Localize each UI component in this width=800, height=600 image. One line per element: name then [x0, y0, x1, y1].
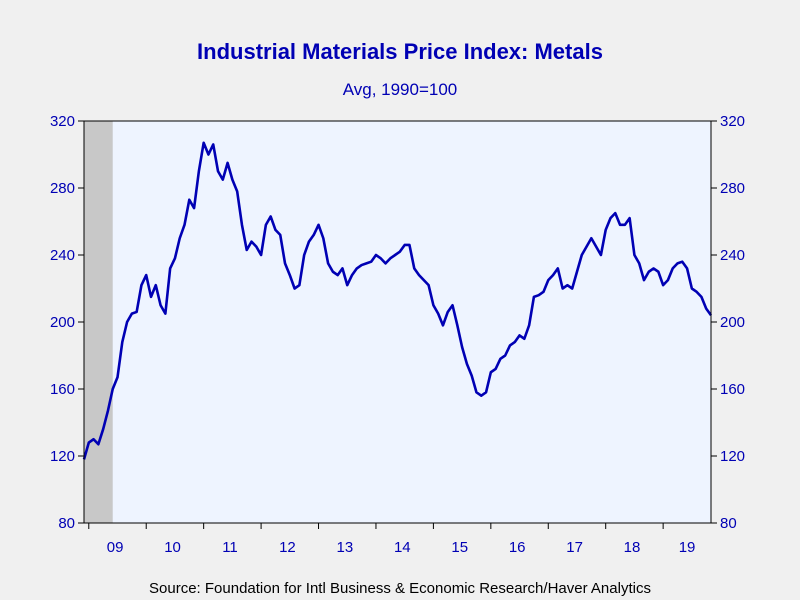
y-tick-label-right: 160 — [720, 381, 745, 398]
x-tick-label: 10 — [164, 539, 181, 556]
recession-shading — [84, 121, 113, 523]
y-tick-label-left: 320 — [50, 113, 75, 130]
plot-frame — [83, 120, 712, 524]
x-tick-label: 11 — [222, 539, 238, 556]
y-tick-label-right: 240 — [720, 247, 745, 264]
y-tick-label-left: 160 — [50, 381, 75, 398]
y-tick-label-right: 280 — [720, 180, 745, 197]
y-axis-left: 80 120 160 200 240 280 320 — [50, 113, 84, 532]
y-tick-label-right: 200 — [720, 314, 745, 331]
x-tick-label: 15 — [451, 539, 468, 556]
x-tick-label: 14 — [394, 539, 411, 556]
x-tick-label: 18 — [624, 539, 641, 556]
x-tick-label: 17 — [566, 539, 583, 556]
y-tick-label-left: 120 — [50, 448, 75, 465]
chart-subtitle: Avg, 1990=100 — [343, 80, 458, 99]
x-tick-label: 13 — [337, 539, 354, 556]
y-axis-right: 80 120 160 200 240 280 320 — [711, 113, 745, 532]
series-line — [82, 141, 713, 460]
x-tick-label: 09 — [107, 539, 124, 556]
y-tick-label-right: 120 — [720, 448, 745, 465]
x-tick-label: 19 — [679, 539, 696, 556]
plot-area — [84, 121, 711, 523]
x-axis: 09 10 11 12 13 14 15 16 17 18 19 — [88, 523, 696, 556]
y-tick-label-left: 240 — [50, 247, 75, 264]
y-tick-label-left: 80 — [58, 515, 75, 532]
x-tick-label: 16 — [509, 539, 526, 556]
source-note: Source: Foundation for Intl Business & E… — [149, 580, 651, 597]
chart-title: Industrial Materials Price Index: Metals — [197, 39, 603, 64]
y-tick-label-left: 280 — [50, 180, 75, 197]
y-tick-label-left: 200 — [50, 314, 75, 331]
y-tick-label-right: 320 — [720, 113, 745, 130]
x-tick-label: 12 — [279, 539, 296, 556]
y-tick-label-right: 80 — [720, 515, 737, 532]
